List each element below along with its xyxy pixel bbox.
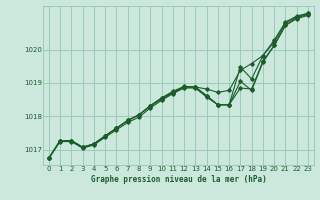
X-axis label: Graphe pression niveau de la mer (hPa): Graphe pression niveau de la mer (hPa)	[91, 175, 266, 184]
